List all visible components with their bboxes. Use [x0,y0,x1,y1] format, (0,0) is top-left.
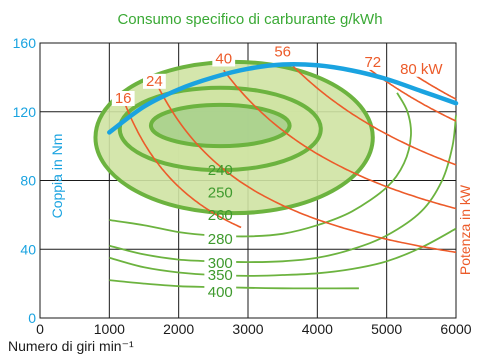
power-label-bg-80 [397,61,446,77]
consumption-label-bg-280 [204,231,237,247]
consumption-fill-240 [150,104,290,147]
y-axis-label-right: Potenza in kW [457,184,473,275]
consumption-label-300: 300 [208,255,233,272]
axis-ticks: 0 1000 2000 3000 4000 5000 6000 0 40 80 120 160 [13,35,472,337]
power-curve-56 [289,62,457,166]
consumption-label-240: 240 [208,162,233,179]
consumption-label-bg-300 [204,256,237,271]
x-tick-label: 4000 [302,321,333,337]
consumption-label-350: 350 [208,267,233,284]
x-tick-label: 6000 [440,321,471,337]
consumption-label-250: 250 [208,185,233,202]
power-label-bg-40 [212,51,236,67]
power-label-bg-24 [143,73,166,89]
x-tick-label: 3000 [232,321,263,337]
y-tick-label: 160 [13,35,37,51]
consumption-contour-350 [109,227,457,277]
consumption-label-bg-350 [204,268,237,284]
y-tick-label: 80 [20,173,36,189]
x-tick-label: 1000 [94,321,125,337]
power-label-72: 72 [364,54,381,71]
power-curve-16 [122,98,242,229]
y-tick-label: 0 [28,310,36,326]
power-label-bg-16 [111,91,135,106]
power-curve-24 [155,83,457,254]
chart-title: Consumo specifico di carburante g/kWh [117,11,382,28]
y-tick-label: 40 [20,241,36,257]
consumption-contour-240 [148,102,292,149]
power-label-bg-72 [361,54,385,70]
x-axis-label: Numero di giri min⁻¹ [8,338,134,354]
power-label-80: 80 kW [400,61,443,78]
consumption-label-280: 280 [208,231,233,248]
consumption-contour-250 [117,85,323,173]
y-tick-label: 120 [13,104,37,120]
power-label-56: 56 [274,44,291,61]
power-label-40: 40 [215,50,232,67]
power-curve-40 [223,69,457,210]
consumption-label-bg-400 [204,285,237,301]
x-tick-label: 2000 [163,321,194,337]
x-tick-label: 0 [36,321,44,337]
consumption-label-260: 260 [208,207,233,224]
x-tick-label: 5000 [371,321,402,337]
power-label-24: 24 [146,73,163,90]
power-label-bg-56 [271,44,295,60]
y-axis-label-left: Coppia in Nm [49,134,65,219]
consumption-label-400: 400 [208,284,233,301]
plot-frame [39,42,457,319]
consumption-contour-300 [109,115,457,264]
consumption-contour-280 [109,92,412,238]
torque-curve [107,61,459,135]
power-label-16: 16 [115,90,132,107]
